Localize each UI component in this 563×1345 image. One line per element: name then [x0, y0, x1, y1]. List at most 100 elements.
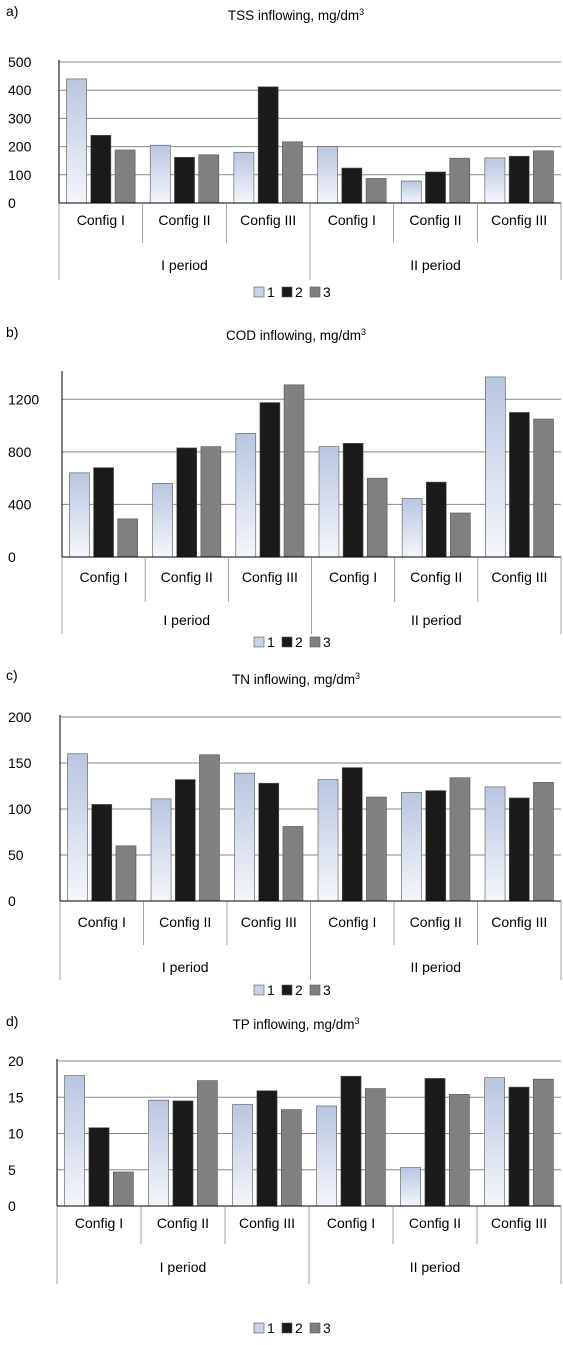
bar-s1-cat4: [317, 146, 338, 204]
y-tick-label: 0: [8, 195, 16, 211]
y-tick-label: 400: [8, 496, 32, 512]
y-tick-label: 200: [8, 709, 32, 725]
bar-s3-cat5: [448, 1094, 470, 1207]
category-label: Config I: [78, 914, 126, 930]
panel-label: b): [6, 324, 18, 340]
chart-title: TN inflowing, mg/dm3: [232, 671, 360, 687]
y-tick-label: 500: [8, 54, 32, 70]
category-label: Config II: [157, 1215, 209, 1231]
bar-s2-cat5: [425, 790, 447, 902]
category-label: Config III: [491, 914, 547, 930]
legend-swatch-2: [281, 984, 293, 996]
bar-s2-cat3: [256, 1090, 278, 1207]
y-tick-label: 800: [8, 444, 32, 460]
y-tick-label: 1200: [8, 391, 39, 407]
y-tick-label: 0: [8, 549, 16, 565]
category-label: Config III: [240, 212, 296, 228]
legend-label-2: 2: [295, 284, 303, 300]
chart-panel-2: b) COD inflowing, mg/dm3 0 400 800 1200 Config…: [6, 324, 562, 650]
bar-s3-cat2: [198, 154, 220, 204]
bar-s3-cat3: [283, 384, 305, 558]
bar-s1-cat5: [401, 792, 422, 902]
bar-s2-cat2: [174, 157, 195, 204]
bar-s1-cat5: [400, 1167, 422, 1207]
legend-swatch-3: [309, 984, 321, 996]
bar-s3-cat3: [282, 141, 303, 204]
category-label: Config I: [79, 569, 127, 585]
bar-s1-cat6: [484, 1077, 506, 1207]
bar-s1-cat4: [316, 1105, 338, 1207]
bar-s2-cat5: [424, 1078, 446, 1207]
bar-s1-cat6: [485, 376, 506, 558]
group-label: II period: [410, 257, 461, 273]
bar-s3-cat2: [199, 754, 220, 902]
legend-swatch-3: [309, 286, 321, 298]
bar-s2-cat1: [91, 804, 113, 902]
bar-s3-cat3: [282, 826, 304, 902]
category-label: Config I: [77, 212, 125, 228]
bar-s1-cat3: [233, 151, 255, 204]
category-label: Config I: [328, 212, 376, 228]
bar-s1-cat1: [67, 753, 88, 902]
category-label: Config III: [491, 569, 547, 585]
category-label: Config II: [410, 569, 462, 585]
category-label: Config I: [328, 914, 376, 930]
bar-s2-cat1: [90, 135, 112, 204]
bar-s1-cat2: [149, 144, 171, 204]
bar-s3-cat1: [112, 1171, 134, 1207]
bar-s3-cat4: [365, 178, 387, 204]
bar-s1-cat1: [64, 1075, 86, 1207]
chart-panel-4: d) TP inflowing, mg/dm3 0 5 10 15 20 Config I Co…: [6, 1013, 562, 1336]
panel-label: c): [6, 667, 18, 683]
bar-s1-cat2: [148, 1099, 170, 1207]
legend-swatch-2: [281, 286, 293, 298]
category-label: Config III: [491, 212, 547, 228]
y-tick-label: 150: [8, 755, 32, 771]
legend-label-2: 2: [295, 634, 303, 650]
legend-swatch-1: [253, 636, 265, 648]
bar-s3-cat6: [532, 1078, 554, 1207]
y-tick-label: 200: [8, 139, 32, 155]
legend-swatch-3: [309, 1322, 321, 1334]
bar-s2-cat2: [172, 1100, 194, 1207]
bar-s3-cat1: [114, 149, 136, 204]
bar-s3-cat5: [449, 777, 471, 902]
bar-s1-cat3: [235, 433, 257, 558]
chart-panel-3: c) TN inflowing, mg/dm3 0 50 100 150 200 Config…: [6, 667, 562, 998]
category-label: Config II: [410, 914, 462, 930]
bar-s1-cat1: [69, 472, 90, 558]
category-label: Config III: [239, 1215, 295, 1231]
legend-swatch-2: [281, 636, 293, 648]
legend-swatch-2: [281, 1322, 293, 1334]
y-tick-label: 100: [8, 801, 32, 817]
bar-s3-cat4: [364, 1088, 386, 1207]
legend-swatch-1: [253, 984, 265, 996]
chart-title: COD inflowing, mg/dm3: [226, 327, 366, 343]
panel-label: d): [6, 1013, 18, 1029]
category-label: Config II: [158, 212, 210, 228]
legend-label-3: 3: [323, 1320, 331, 1336]
bar-s1-cat4: [317, 779, 339, 902]
legend-label-2: 2: [295, 1320, 303, 1336]
legend-label-3: 3: [323, 284, 331, 300]
bar-s2-cat5: [425, 171, 446, 204]
y-tick-label: 400: [8, 82, 32, 98]
bar-s2-cat2: [174, 779, 196, 902]
legend-label-2: 2: [295, 982, 303, 998]
chart-title: TP inflowing, mg/dm3: [232, 1016, 359, 1032]
bar-s2-cat2: [176, 447, 198, 558]
legend-label-1: 1: [267, 284, 275, 300]
group-label: I period: [161, 257, 208, 273]
bar-s2-cat3: [259, 402, 281, 558]
bar-s2-cat1: [88, 1127, 110, 1207]
category-label: Config II: [409, 1215, 461, 1231]
y-tick-label: 300: [8, 110, 32, 126]
chart-title: TSS inflowing, mg/dm3: [228, 7, 364, 23]
bar-s2-cat4: [341, 767, 363, 902]
bar-s3-cat5: [449, 157, 471, 204]
y-tick-label: 20: [8, 1053, 24, 1069]
bar-s1-cat6: [484, 157, 506, 204]
bar-s3-cat4: [366, 477, 388, 558]
category-label: Config I: [329, 569, 377, 585]
bar-s2-cat6: [508, 1086, 530, 1207]
